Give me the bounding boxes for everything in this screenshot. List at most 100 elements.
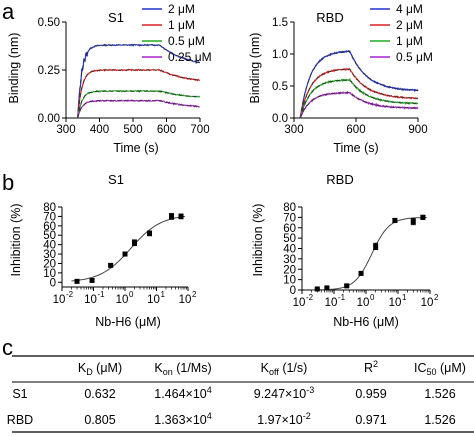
plot-area	[71, 213, 185, 284]
fit-line	[299, 92, 418, 119]
series-line	[299, 90, 419, 118]
data-point	[373, 243, 379, 249]
axes: 300 600 900 0.0 0.5 1.0 1.5	[272, 17, 428, 136]
data-point	[314, 286, 320, 292]
x-tick-exponent: -2	[306, 293, 314, 302]
y-tick-label: 0.50	[38, 17, 60, 29]
fit-curve	[71, 215, 185, 282]
x-axis-label: Time (s)	[113, 141, 158, 155]
row-label: RBD	[7, 413, 33, 427]
x-tick-label: 300	[284, 124, 303, 136]
header-unit: (μM)	[437, 361, 466, 375]
data-point	[358, 270, 364, 276]
plot-area: 2 μM 1 μM 0.5 μM 0.25 μM	[77, 2, 212, 119]
header-subscript: off	[269, 367, 279, 377]
cell-ic50: 1.526	[424, 387, 455, 401]
row-label: S1	[12, 387, 27, 401]
legend-label: 0.5 μM	[396, 50, 433, 64]
fit-line	[77, 90, 200, 119]
x-tick-exponent: -1	[98, 290, 106, 299]
koff-base: 9.247×10	[254, 387, 307, 401]
cell-koff: 9.247×10-3	[254, 385, 315, 401]
koff-exponent: -2	[303, 411, 311, 421]
data-point	[324, 285, 330, 291]
y-axis-label: Inhibition (%)	[251, 204, 265, 277]
header-main: K	[78, 361, 87, 375]
y-axis-label: Binding (nm)	[248, 33, 262, 104]
y-tick-label: 1.5	[272, 17, 288, 29]
panel-label-c: c	[2, 335, 13, 360]
x-tick-label: 10	[116, 294, 129, 306]
x-tick-label: 900	[408, 124, 427, 136]
chart-title: S1	[108, 172, 124, 187]
cell-kd: 0.632	[84, 387, 115, 401]
y-tick-label: 10	[283, 275, 296, 287]
y-axis-label: Binding (nm)	[7, 33, 21, 104]
x-tick-exponent: 2	[434, 293, 439, 302]
y-tick-label: 70	[43, 211, 56, 223]
kon-exponent: 4	[207, 411, 212, 421]
data-point	[74, 278, 80, 284]
x-tick-label: 600	[157, 124, 176, 136]
x-tick-label: 10	[357, 297, 370, 309]
y-tick-label: 40	[283, 244, 296, 256]
panel-label-a: a	[2, 0, 15, 24]
header-main: K	[154, 361, 163, 375]
chart-title: S1	[108, 10, 124, 25]
axes: 300 400 500 600 700 0.00 0.25 0.50	[38, 17, 210, 136]
data-point	[410, 219, 416, 225]
fit-line	[77, 44, 200, 119]
x-tick-label: 600	[346, 124, 365, 136]
cell-r2: 0.959	[355, 387, 386, 401]
x-tick-label: 10	[84, 294, 97, 306]
column-header: KD (μM)	[78, 361, 122, 377]
kon-base: 1.363×10	[154, 413, 207, 427]
cell-kd: 0.805	[84, 413, 115, 427]
y-tick-label: 0.00	[38, 113, 60, 125]
data-point	[392, 217, 398, 223]
header-subscript: 50	[427, 367, 437, 377]
x-axis-label: Time (s)	[333, 141, 378, 155]
y-tick-label: 70	[283, 212, 296, 224]
legend-label: 2 μM	[396, 18, 423, 32]
x-tick-exponent: 2	[192, 290, 197, 299]
x-axis-label: Nb-H6 (μM)	[333, 315, 399, 329]
cell-r2: 0.971	[355, 413, 386, 427]
data-point	[122, 251, 128, 257]
data-point	[169, 213, 175, 219]
cell-ic50: 1.526	[424, 413, 455, 427]
x-tick-exponent: 1	[402, 293, 407, 302]
header-subscript: D	[86, 367, 93, 377]
fit-line	[299, 50, 419, 119]
chart-title: RBD	[316, 10, 343, 25]
cell-kon: 1.363×104	[154, 411, 212, 427]
data-point	[344, 283, 350, 289]
x-axis-label: Nb-H6 (μM)	[95, 315, 161, 329]
x-tick-exponent: -1	[338, 293, 346, 302]
series-line	[299, 77, 419, 119]
data-point	[89, 277, 95, 283]
legend-label: 2 μM	[168, 2, 195, 16]
fit-line	[299, 68, 418, 119]
header-main: K	[261, 361, 270, 375]
y-tick-label: 0.5	[272, 81, 288, 93]
y-tick-label: 50	[43, 230, 56, 242]
y-tick-label: 0	[50, 277, 56, 289]
legend-label: 1 μM	[396, 34, 423, 48]
x-tick-label: 10	[53, 294, 66, 306]
y-tick-label: 0	[290, 285, 296, 297]
kon-exponent: 4	[207, 385, 212, 395]
y-tick-label: 10	[43, 268, 56, 280]
column-header: R2	[364, 359, 378, 375]
data-point	[131, 240, 137, 246]
plot-area	[311, 214, 427, 292]
header-subscript: on	[163, 367, 173, 377]
y-tick-label: 0.0	[272, 113, 288, 125]
series-line	[77, 68, 201, 118]
x-tick-exponent: -2	[66, 290, 74, 299]
y-tick-label: 1.0	[272, 49, 288, 61]
y-tick-label: 30	[43, 249, 56, 261]
